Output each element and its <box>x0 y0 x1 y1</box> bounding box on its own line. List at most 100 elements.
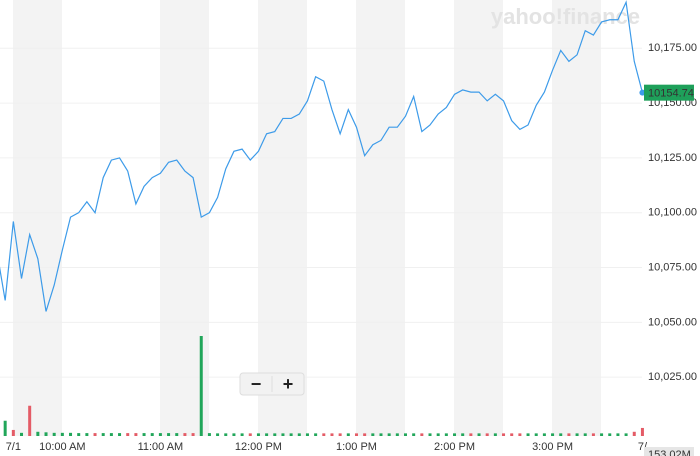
y-tick-label: 10,075.00 <box>648 261 697 273</box>
volume-bar <box>158 433 162 436</box>
volume-bar <box>453 433 457 436</box>
volume-bar <box>387 433 391 436</box>
axes: 10,025.00 10,050.00 10,075.00 10,100.00 10,1… <box>6 42 697 456</box>
x-tick-label: 2:00 PM <box>434 441 475 453</box>
zoom-in[interactable]: + <box>283 374 294 394</box>
volume-bar <box>289 433 293 436</box>
volume-bar <box>44 432 48 436</box>
zoom-out[interactable]: − <box>251 374 262 394</box>
volume-bar <box>322 433 326 436</box>
volume-bar <box>248 433 252 436</box>
volume-bar <box>575 433 579 436</box>
volume-bar <box>240 433 244 436</box>
volume-bar <box>142 433 146 436</box>
volume-bar <box>273 433 277 436</box>
volume-bar <box>101 433 105 436</box>
band <box>13 0 62 436</box>
volume-bar <box>469 433 473 436</box>
volume-bar <box>616 433 620 436</box>
volume-bar <box>534 433 538 436</box>
last-volume-box <box>644 447 694 456</box>
volume-bar <box>485 433 489 436</box>
volume-bar <box>52 432 56 436</box>
volume-bar <box>608 433 612 436</box>
volume-bar <box>346 433 350 436</box>
volume-bar <box>567 433 571 436</box>
y-tick-label: 10,100.00 <box>648 207 697 219</box>
volume-bar <box>265 433 269 436</box>
volume-bar <box>11 429 15 436</box>
volume-bar <box>363 433 367 436</box>
volume-bar <box>330 433 334 436</box>
volume-bar <box>305 433 309 436</box>
volume-bar <box>510 433 514 436</box>
brand: yahoo!finance <box>491 4 640 29</box>
volume-bar <box>518 433 522 436</box>
y-tick-label: 10,050.00 <box>648 316 697 328</box>
volume-bar <box>338 433 342 436</box>
volume-bar <box>600 433 604 436</box>
y-tick-label: 10,025.00 <box>648 371 697 383</box>
volume-bar <box>85 433 89 436</box>
volume-bar <box>69 432 73 436</box>
volume-bar <box>3 420 7 436</box>
band <box>356 0 405 436</box>
plot <box>0 0 646 312</box>
volume-bar <box>583 433 587 436</box>
volume-bar <box>77 433 81 436</box>
volume-bar <box>526 433 530 436</box>
zoom: − + <box>239 372 305 396</box>
volume-bar <box>591 433 595 436</box>
volume-bar <box>404 433 407 436</box>
volume <box>3 336 644 436</box>
volume-bar <box>420 433 424 436</box>
volume-bar <box>28 405 32 436</box>
volume-bar <box>559 433 563 436</box>
volume-bar <box>297 433 301 436</box>
volume-bar <box>477 433 481 436</box>
last-volume-label: 153.02M <box>648 449 691 456</box>
band <box>258 0 307 436</box>
band <box>454 0 503 436</box>
volume-bar <box>281 433 285 436</box>
volume-bar <box>371 433 375 436</box>
volume-bar <box>502 433 506 436</box>
x-tick-label: 7/ <box>638 441 648 453</box>
y-tick-label: 10,125.00 <box>648 152 697 164</box>
volume-bar <box>167 433 171 436</box>
volume-bar <box>207 433 211 436</box>
volume-bar <box>134 433 138 436</box>
volume-bar <box>36 431 40 436</box>
volume-bar <box>118 433 122 436</box>
volume-bar <box>493 433 497 436</box>
volume-bar <box>126 433 130 436</box>
volume-bar <box>354 433 358 436</box>
volume-bar <box>314 433 318 436</box>
last-price-box <box>644 84 694 101</box>
volume-bar <box>542 433 546 436</box>
y-tick-label: 10,175.00 <box>648 42 697 54</box>
x-tick-label: 10:00 AM <box>39 441 85 453</box>
x-tick-label: 1:00 PM <box>336 441 377 453</box>
volume-bar <box>428 433 432 436</box>
band <box>552 0 601 436</box>
volume-bar <box>93 433 97 436</box>
volume-bar <box>632 431 636 436</box>
volume-bar <box>395 433 399 436</box>
volume-bar <box>109 433 113 436</box>
volume-bar <box>191 433 195 436</box>
last-point <box>639 89 646 96</box>
volume-bar <box>461 433 465 436</box>
volume-bar <box>20 432 24 436</box>
volume-bar <box>379 433 383 436</box>
x-tick-label: 12:00 PM <box>235 441 282 453</box>
volume-bar <box>60 432 64 436</box>
volume-bar <box>150 433 154 436</box>
x-tick-label: 7/1 <box>6 441 21 453</box>
volume-bar <box>444 433 448 436</box>
volume-bar <box>624 433 628 436</box>
volume-bar <box>224 433 228 436</box>
volume-bar <box>232 433 236 436</box>
volume-bar <box>175 433 179 436</box>
bands <box>13 0 601 436</box>
